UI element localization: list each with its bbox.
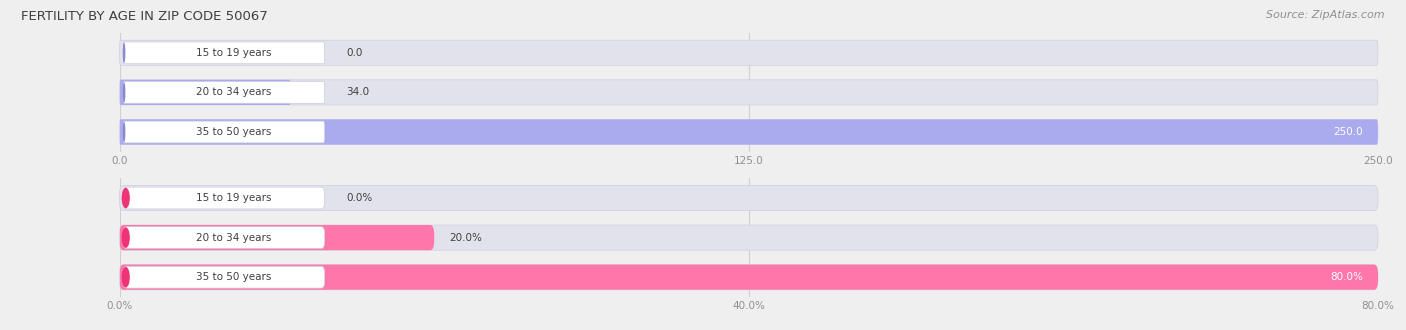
FancyBboxPatch shape	[120, 80, 1378, 105]
Text: 35 to 50 years: 35 to 50 years	[197, 272, 271, 282]
Text: 15 to 19 years: 15 to 19 years	[197, 48, 271, 58]
Circle shape	[122, 43, 125, 63]
Text: FERTILITY BY AGE IN ZIP CODE 50067: FERTILITY BY AGE IN ZIP CODE 50067	[21, 10, 267, 23]
FancyBboxPatch shape	[120, 225, 1378, 250]
Text: 0.0: 0.0	[346, 48, 363, 58]
FancyBboxPatch shape	[124, 187, 325, 209]
Circle shape	[122, 122, 125, 142]
Text: 80.0%: 80.0%	[1330, 272, 1362, 282]
Text: 34.0: 34.0	[346, 87, 370, 97]
FancyBboxPatch shape	[120, 80, 291, 105]
FancyBboxPatch shape	[124, 266, 325, 288]
FancyBboxPatch shape	[124, 82, 325, 103]
Circle shape	[122, 227, 129, 248]
FancyBboxPatch shape	[124, 227, 325, 248]
Text: Source: ZipAtlas.com: Source: ZipAtlas.com	[1267, 10, 1385, 20]
Text: 35 to 50 years: 35 to 50 years	[197, 127, 271, 137]
FancyBboxPatch shape	[124, 121, 325, 143]
Text: 250.0: 250.0	[1333, 127, 1362, 137]
Circle shape	[122, 267, 129, 287]
FancyBboxPatch shape	[120, 40, 1378, 65]
Text: 20 to 34 years: 20 to 34 years	[197, 233, 271, 243]
Text: 15 to 19 years: 15 to 19 years	[197, 193, 271, 203]
FancyBboxPatch shape	[120, 265, 1378, 290]
FancyBboxPatch shape	[124, 42, 325, 64]
Text: 20 to 34 years: 20 to 34 years	[197, 87, 271, 97]
Text: 0.0%: 0.0%	[346, 193, 373, 203]
FancyBboxPatch shape	[120, 119, 1378, 145]
FancyBboxPatch shape	[120, 119, 1378, 145]
Circle shape	[122, 82, 125, 103]
FancyBboxPatch shape	[120, 185, 1378, 211]
Circle shape	[122, 188, 129, 208]
FancyBboxPatch shape	[120, 225, 434, 250]
Text: 20.0%: 20.0%	[449, 233, 482, 243]
FancyBboxPatch shape	[120, 265, 1378, 290]
